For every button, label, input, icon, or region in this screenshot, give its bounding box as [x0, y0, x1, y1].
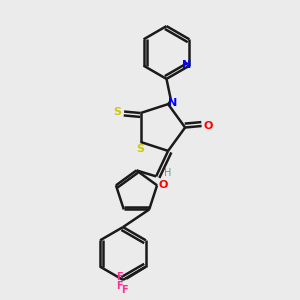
Text: N: N — [168, 98, 178, 108]
Text: O: O — [158, 180, 168, 190]
Text: O: O — [203, 121, 213, 131]
Text: S: S — [136, 144, 144, 154]
Text: H: H — [164, 168, 172, 178]
Text: F: F — [116, 272, 123, 282]
Text: F: F — [122, 285, 128, 295]
Text: F: F — [116, 281, 123, 291]
Text: N: N — [182, 60, 192, 70]
Text: S: S — [113, 106, 122, 116]
